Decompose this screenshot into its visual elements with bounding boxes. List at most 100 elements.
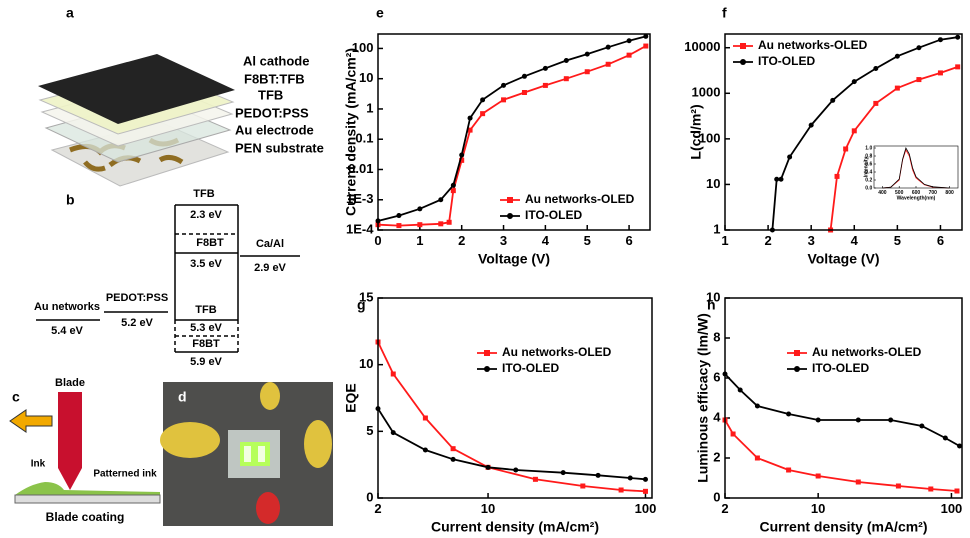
plot-frame <box>724 33 963 231</box>
x-tick-label: 3 <box>500 233 507 248</box>
marker <box>937 37 943 43</box>
legend-label: ITO-OLED <box>758 54 815 68</box>
y-axis-label: Luminous efficacy (lm/W) <box>695 313 711 483</box>
x-tick-label: 600 <box>912 190 921 196</box>
marker <box>467 115 473 121</box>
y-tick-label: 0.2 <box>865 177 872 183</box>
x-axis-label: Current density (mA/cm²) <box>431 519 599 535</box>
y-tick-label: 4 <box>713 409 721 424</box>
al-cathode <box>38 54 235 124</box>
x-axis-label: Voltage (V) <box>478 251 550 267</box>
level-name: PEDOT:PSS <box>106 292 168 304</box>
level-energy: 2.9 eV <box>254 262 286 274</box>
x-tick-label: 1 <box>721 233 728 248</box>
legend-marker <box>794 350 800 356</box>
inset: 400 500 600 700 800 0.0 0.2 0.4 0.6 0.8 1.0 Wavelen… <box>863 145 959 201</box>
level-energy: 5.3 eV <box>190 322 222 334</box>
layer-label: Al cathode <box>243 53 309 68</box>
direction-arrow <box>9 409 53 433</box>
marker <box>894 85 900 91</box>
layer-label: TFB <box>258 87 283 102</box>
panel-letter: d <box>178 389 187 405</box>
ink-label: Ink <box>31 459 46 470</box>
series-line <box>724 373 960 447</box>
marker <box>390 430 396 436</box>
plot-frame <box>873 145 959 189</box>
x-axis-label: Current density (mA/cm²) <box>759 519 927 535</box>
marker <box>467 127 473 133</box>
x-tick-label: 5 <box>894 233 901 248</box>
marker <box>584 51 590 57</box>
marker <box>459 157 465 163</box>
y-axis-label: EQE <box>343 383 359 413</box>
legend-marker <box>740 59 746 65</box>
x-tick-label: 100 <box>635 501 657 516</box>
marker <box>873 100 879 106</box>
marker <box>855 417 861 423</box>
marker <box>438 221 444 227</box>
marker <box>928 486 934 492</box>
legend-label: ITO-OLED <box>525 208 582 222</box>
blade-label: Blade <box>55 377 85 389</box>
panel-letter: a <box>66 5 74 21</box>
x-tick-label: 2 <box>764 233 771 248</box>
x-axis-label: Voltage (V) <box>807 251 879 267</box>
marker <box>916 77 922 83</box>
level-name: F8BT <box>192 338 220 350</box>
legend-label: Au networks-OLED <box>758 38 868 52</box>
y-tick-label: 1.0 <box>865 145 872 151</box>
y-tick-label: 0.8 <box>865 153 872 159</box>
marker <box>605 44 611 50</box>
marker <box>446 219 452 225</box>
marker <box>834 173 840 179</box>
marker <box>501 97 507 103</box>
marker <box>485 464 491 470</box>
clip <box>260 382 280 410</box>
blade <box>58 392 82 490</box>
y-tick-label: 10 <box>359 70 373 85</box>
marker <box>521 89 527 95</box>
y-tick-label: 1 <box>366 100 373 115</box>
x-tick-label: 100 <box>941 501 963 516</box>
x-tick-label: 0 <box>374 233 381 248</box>
level-energy: 5.2 eV <box>121 317 153 329</box>
y-tick-label: 0.0 <box>865 185 872 191</box>
marker <box>605 61 611 67</box>
marker <box>851 79 857 85</box>
marker <box>851 128 857 134</box>
marker <box>774 176 780 182</box>
marker <box>786 467 792 473</box>
marker <box>919 423 925 429</box>
x-tick-label: 2 <box>458 233 465 248</box>
marker <box>778 176 784 182</box>
level-energy: 5.4 eV <box>51 325 83 337</box>
marker <box>643 33 649 39</box>
panel-letter: g <box>357 297 366 313</box>
clip <box>304 420 332 468</box>
x-tick-label: 6 <box>625 233 632 248</box>
layer-label: PEDOT:PSS <box>235 105 309 120</box>
energy-lines <box>36 204 300 353</box>
pixel <box>244 446 251 462</box>
marker <box>815 417 821 423</box>
level-energy: 2.3 eV <box>190 209 222 221</box>
legend-label: Au networks-OLED <box>502 345 612 359</box>
marker <box>532 476 538 482</box>
legend-marker <box>507 197 513 203</box>
marker <box>855 479 861 485</box>
y-axis-label: Current density (mA/cm²) <box>343 48 359 216</box>
panel-letter: b <box>66 192 75 208</box>
marker <box>396 213 402 219</box>
level-name: TFB <box>193 188 214 200</box>
marker <box>626 52 632 58</box>
marker <box>480 111 486 117</box>
x-tick-label: 10 <box>481 501 495 516</box>
marker <box>627 475 633 481</box>
marker <box>873 65 879 71</box>
marker <box>450 446 456 452</box>
x-tick-label: 10 <box>811 501 825 516</box>
marker <box>595 472 601 478</box>
legend-marker <box>484 350 490 356</box>
marker <box>730 431 736 437</box>
plot-frame <box>377 33 651 231</box>
